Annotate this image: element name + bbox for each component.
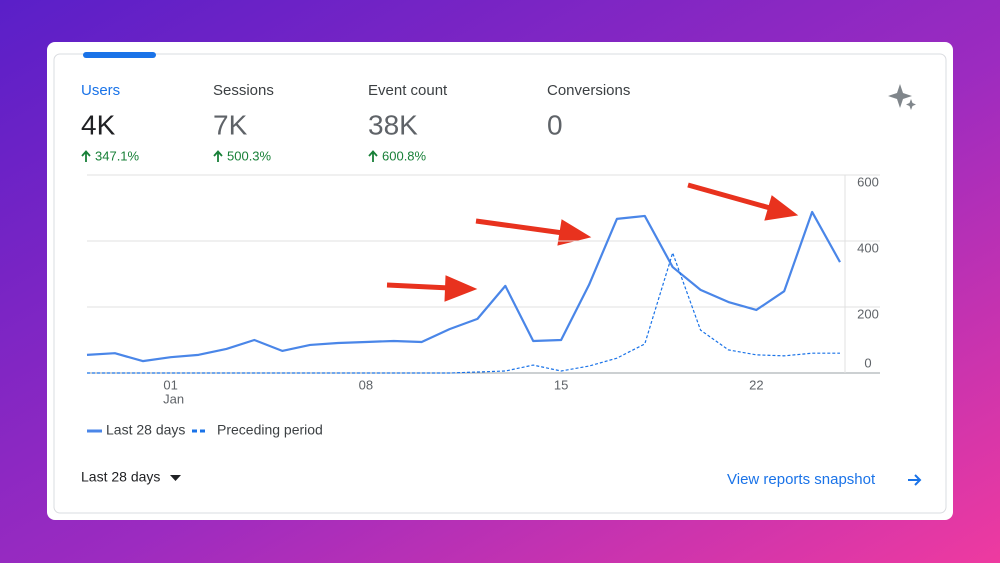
active-tab-indicator [83,52,156,58]
y-tick-label: 400 [857,240,879,255]
metric-change: 500.3% [227,148,272,163]
x-month-label: Jan [163,391,184,406]
range-dropdown[interactable]: Last 28 days [81,469,181,485]
metric-value[interactable]: 0 [547,109,563,140]
x-tick-label: 01 [163,377,177,392]
legend-label[interactable]: Last 28 days [106,422,185,438]
metric-change: 600.8% [382,148,427,163]
metric-label[interactable]: Event count [368,82,448,99]
range-label[interactable]: Last 28 days [81,469,160,485]
up-arrow [368,150,378,162]
dropdown-caret[interactable] [170,475,181,481]
metric-label[interactable]: Users [81,82,120,99]
y-tick-label: 0 [864,355,871,370]
up-arrow [81,150,91,162]
card-border [53,53,947,514]
y-tick-label: 200 [857,306,879,321]
series-line [87,252,840,374]
metric-value[interactable]: 38K [368,109,418,140]
link-text[interactable]: View reports snapshot [727,471,876,488]
x-tick-label: 15 [554,377,568,392]
x-tick-label: 08 [359,377,373,392]
metric-label[interactable]: Sessions [213,82,274,99]
series-line [86,210,841,363]
legend-label[interactable]: Preceding period [217,422,323,438]
y-tick-label: 600 [857,174,879,189]
sparkle-icon[interactable] [888,84,916,110]
x-tick-label: 22 [749,377,763,392]
metric-change: 347.1% [95,148,140,163]
up-arrow [213,150,223,162]
snapshot-link[interactable]: View reports snapshot [727,471,922,488]
metric-label[interactable]: Conversions [547,82,630,99]
link-arrow[interactable] [908,474,922,486]
metric-value[interactable]: 4K [81,109,116,140]
metric-value[interactable]: 7K [213,109,248,140]
card [47,42,953,520]
annotation-arrows [386,182,799,302]
